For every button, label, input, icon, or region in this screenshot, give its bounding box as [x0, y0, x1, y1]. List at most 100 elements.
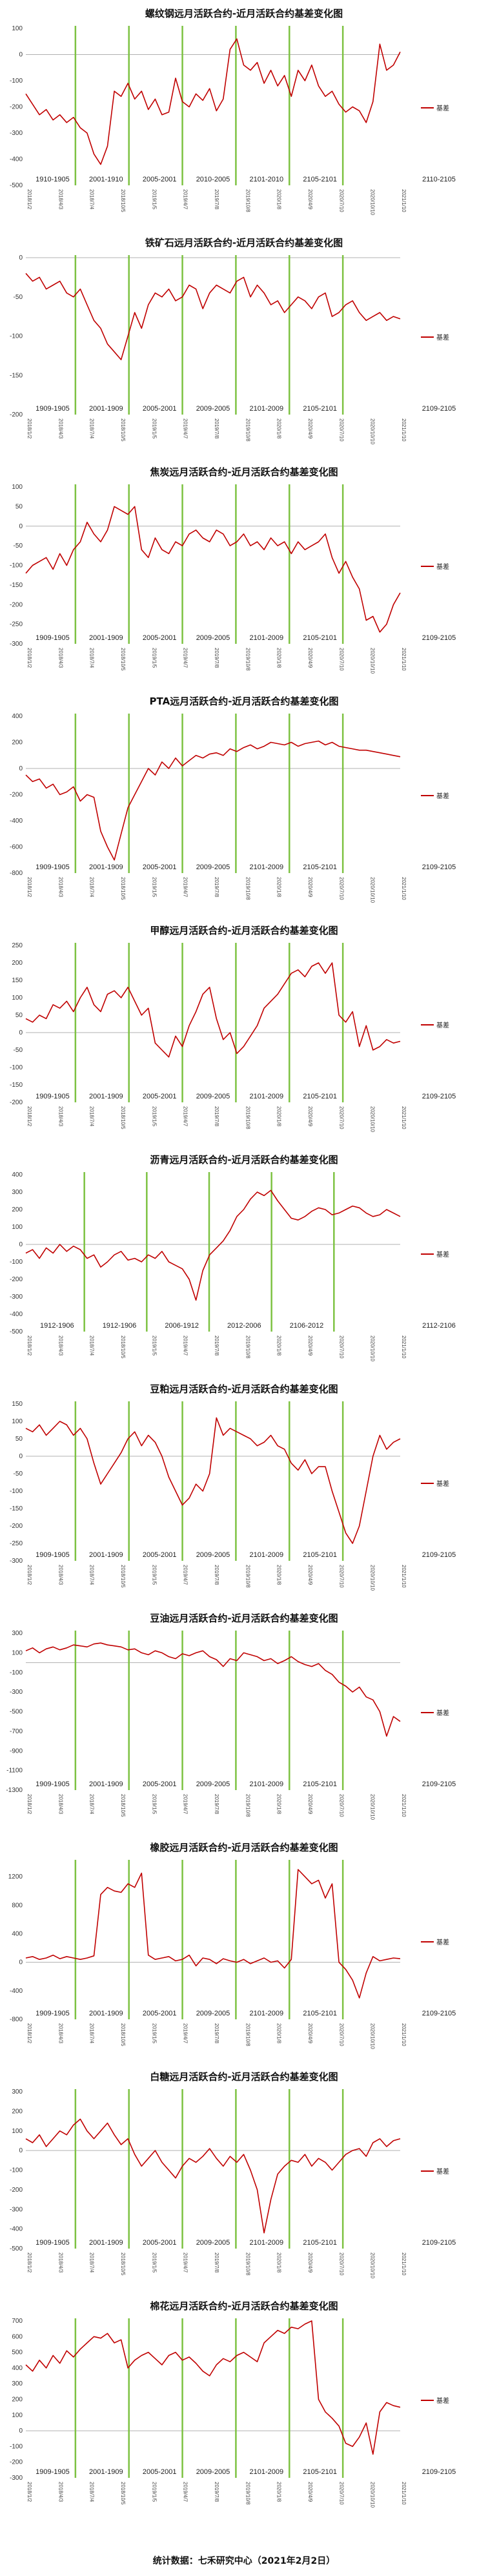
y-tick-label: -50	[14, 294, 23, 301]
x-date-tick: 2019/7/8	[214, 1335, 219, 1356]
x-date-tick: 2021/1/10	[401, 648, 407, 671]
x-date-tick: 2019/1/5	[151, 2252, 157, 2273]
contract-period-label: 1909-1905	[36, 1780, 70, 1788]
contract-period-label: 2101-2009	[250, 405, 284, 413]
x-date-tick: 2019/4/7	[183, 1565, 188, 1585]
contract-period-label: 1909-1905	[36, 863, 70, 871]
x-date-tick: 2018/1/2	[26, 418, 32, 439]
chart-panel: 焦炭远月活跃合约-近月活跃合约基差变化图 100 50 0 -50 -100 -150 -20…	[0, 460, 488, 689]
x-date-tick: 2020/10/10	[370, 1106, 376, 1133]
contract-period-label: 2101-2009	[250, 1551, 284, 1559]
x-date-tick: 2020/10/10	[370, 2023, 376, 2050]
y-tick-label: 200	[12, 2108, 23, 2115]
x-date-tick: 2018/1/2	[26, 877, 32, 898]
x-date-tick: 2018/4/3	[57, 1565, 63, 1585]
contract-period-label: 2006-1912	[165, 1322, 199, 1330]
x-date-tick: 2021/1/10	[401, 418, 407, 442]
y-tick-label: -900	[10, 1747, 23, 1755]
contract-period-label: 2105-2101	[303, 1780, 337, 1788]
x-date-tick: 2018/10/5	[120, 648, 126, 671]
x-date-tick: 2019/1/5	[151, 648, 157, 668]
contract-period-label: 2101-2010	[250, 176, 284, 183]
x-date-tick: 2018/7/4	[89, 1106, 95, 1127]
basis-line-chart: 铁矿石远月活跃合约-近月活跃合约基差变化图 0 -50 -100 -150 -200 190…	[10, 237, 456, 445]
y-tick-label: 1200	[8, 1873, 23, 1880]
x-date-tick: 2019/10/8	[245, 2023, 250, 2046]
x-date-tick: 2020/10/10	[370, 418, 376, 445]
y-tick-label: -400	[10, 156, 23, 163]
y-tick-label: -500	[10, 1709, 23, 1716]
chart-title: 螺纹钢远月活跃合约-近月活跃合约基差变化图	[145, 8, 343, 19]
legend-label: 基差	[436, 2167, 449, 2176]
x-date-tick: 2019/4/7	[183, 877, 188, 898]
y-tick-label: 0	[19, 1241, 23, 1248]
x-date-tick: 2019/1/5	[151, 877, 157, 898]
basis-series-line	[25, 1190, 401, 1301]
basis-series-line	[25, 506, 401, 633]
y-tick-label: -400	[10, 1988, 23, 1995]
y-tick-label: 200	[12, 739, 23, 747]
y-tick-label: 200	[12, 2396, 23, 2404]
x-date-tick: 2020/1/8	[276, 1794, 282, 1815]
contract-period-label: 2109-2105	[422, 2010, 456, 2017]
contract-period-label: 2105-2101	[303, 176, 337, 183]
chart-title: 豆油远月活跃合约-近月活跃合约基差变化图	[150, 1613, 338, 1624]
basis-line-chart: 橡胶远月活跃合约-近月活跃合约基差变化图 1200 800 400 0 -400 -800 1…	[8, 1842, 456, 2050]
y-tick-label: -500	[10, 1328, 23, 1335]
y-tick-label: -600	[10, 844, 23, 851]
contract-period-label: 2009-2005	[196, 634, 230, 642]
x-date-tick: 2019/1/5	[151, 1794, 157, 1815]
contract-period-label: 2001-1909	[89, 1093, 123, 1100]
y-tick-label: -1100	[6, 1767, 23, 1775]
x-date-tick: 2018/4/3	[57, 418, 63, 439]
x-date-tick: 2019/7/8	[214, 2023, 219, 2044]
y-tick-label: -250	[10, 1540, 23, 1547]
y-tick-label: 500	[12, 2349, 23, 2356]
x-date-tick: 2019/4/7	[183, 189, 188, 210]
y-tick-label: 600	[12, 2333, 23, 2340]
contract-period-label: 1909-1905	[36, 1093, 70, 1100]
y-tick-label: -1300	[6, 1787, 23, 1794]
legend-label: 基差	[436, 104, 449, 112]
y-tick-label: 200	[12, 1206, 23, 1213]
y-tick-label: 0	[19, 2147, 23, 2154]
basis-series-line	[25, 1869, 401, 1999]
basis-series-line	[25, 2118, 401, 2234]
x-date-tick: 2020/10/10	[370, 648, 376, 674]
contract-period-label: 2009-2005	[196, 2010, 230, 2017]
y-tick-label: 0	[19, 2427, 23, 2435]
y-tick-label: -800	[10, 2016, 23, 2023]
y-tick-label: 200	[12, 960, 23, 967]
contract-period-label: 1912-1906	[40, 1322, 74, 1330]
contract-period-label: 2109-2105	[422, 1551, 456, 1559]
x-date-tick: 2019/4/7	[183, 2023, 188, 2044]
contract-period-label: 1912-1906	[103, 1322, 137, 1330]
chart-panel: 豆粕远月活跃合约-近月活跃合约基差变化图 150 100 50 0 -50 -100 -150…	[0, 1377, 488, 1606]
y-tick-label: 400	[12, 713, 23, 720]
y-tick-label: 50	[15, 1012, 23, 1019]
contract-period-label: 2109-2105	[422, 634, 456, 642]
contract-period-label: 2009-2005	[196, 863, 230, 871]
contract-period-label: 1909-1905	[36, 2239, 70, 2247]
y-tick-label: -150	[10, 582, 23, 589]
contract-period-label: 2005-2001	[143, 863, 177, 871]
x-date-tick: 2021/1/10	[401, 1106, 407, 1129]
chart-panel: 橡胶远月活跃合约-近月活跃合约基差变化图 1200 800 400 0 -400 -800 1…	[0, 1835, 488, 2065]
y-tick-label: 300	[12, 2088, 23, 2096]
x-date-tick: 2019/7/8	[214, 418, 219, 439]
x-date-tick: 2019/1/5	[151, 418, 157, 439]
chart-panel: 白糖远月活跃合约-近月活跃合约基差变化图 300 200 100 0 -100 -200 -3…	[0, 2065, 488, 2294]
contract-period-label: 2105-2101	[303, 2239, 337, 2247]
contract-period-label: 2101-2009	[250, 634, 284, 642]
x-date-tick: 2020/1/8	[276, 877, 282, 898]
basis-line-chart: 棉花远月活跃合约-近月活跃合约基差变化图 700 600 500 400 300 200 10…	[10, 2300, 456, 2508]
contract-period-label: 2009-2005	[196, 405, 230, 413]
x-date-tick: 2018/10/5	[120, 1335, 126, 1359]
contract-period-label: 2001-1909	[89, 2468, 123, 2476]
contract-period-label: 2109-2105	[422, 405, 456, 413]
chart-title: 棉花远月活跃合约-近月活跃合约基差变化图	[150, 2300, 338, 2312]
x-date-tick: 2021/1/10	[401, 189, 407, 212]
x-date-tick: 2019/10/8	[245, 1794, 250, 1817]
chart-title: 沥青远月活跃合约-近月活跃合约基差变化图	[150, 1154, 338, 1166]
x-date-tick: 2019/1/5	[151, 2023, 157, 2044]
